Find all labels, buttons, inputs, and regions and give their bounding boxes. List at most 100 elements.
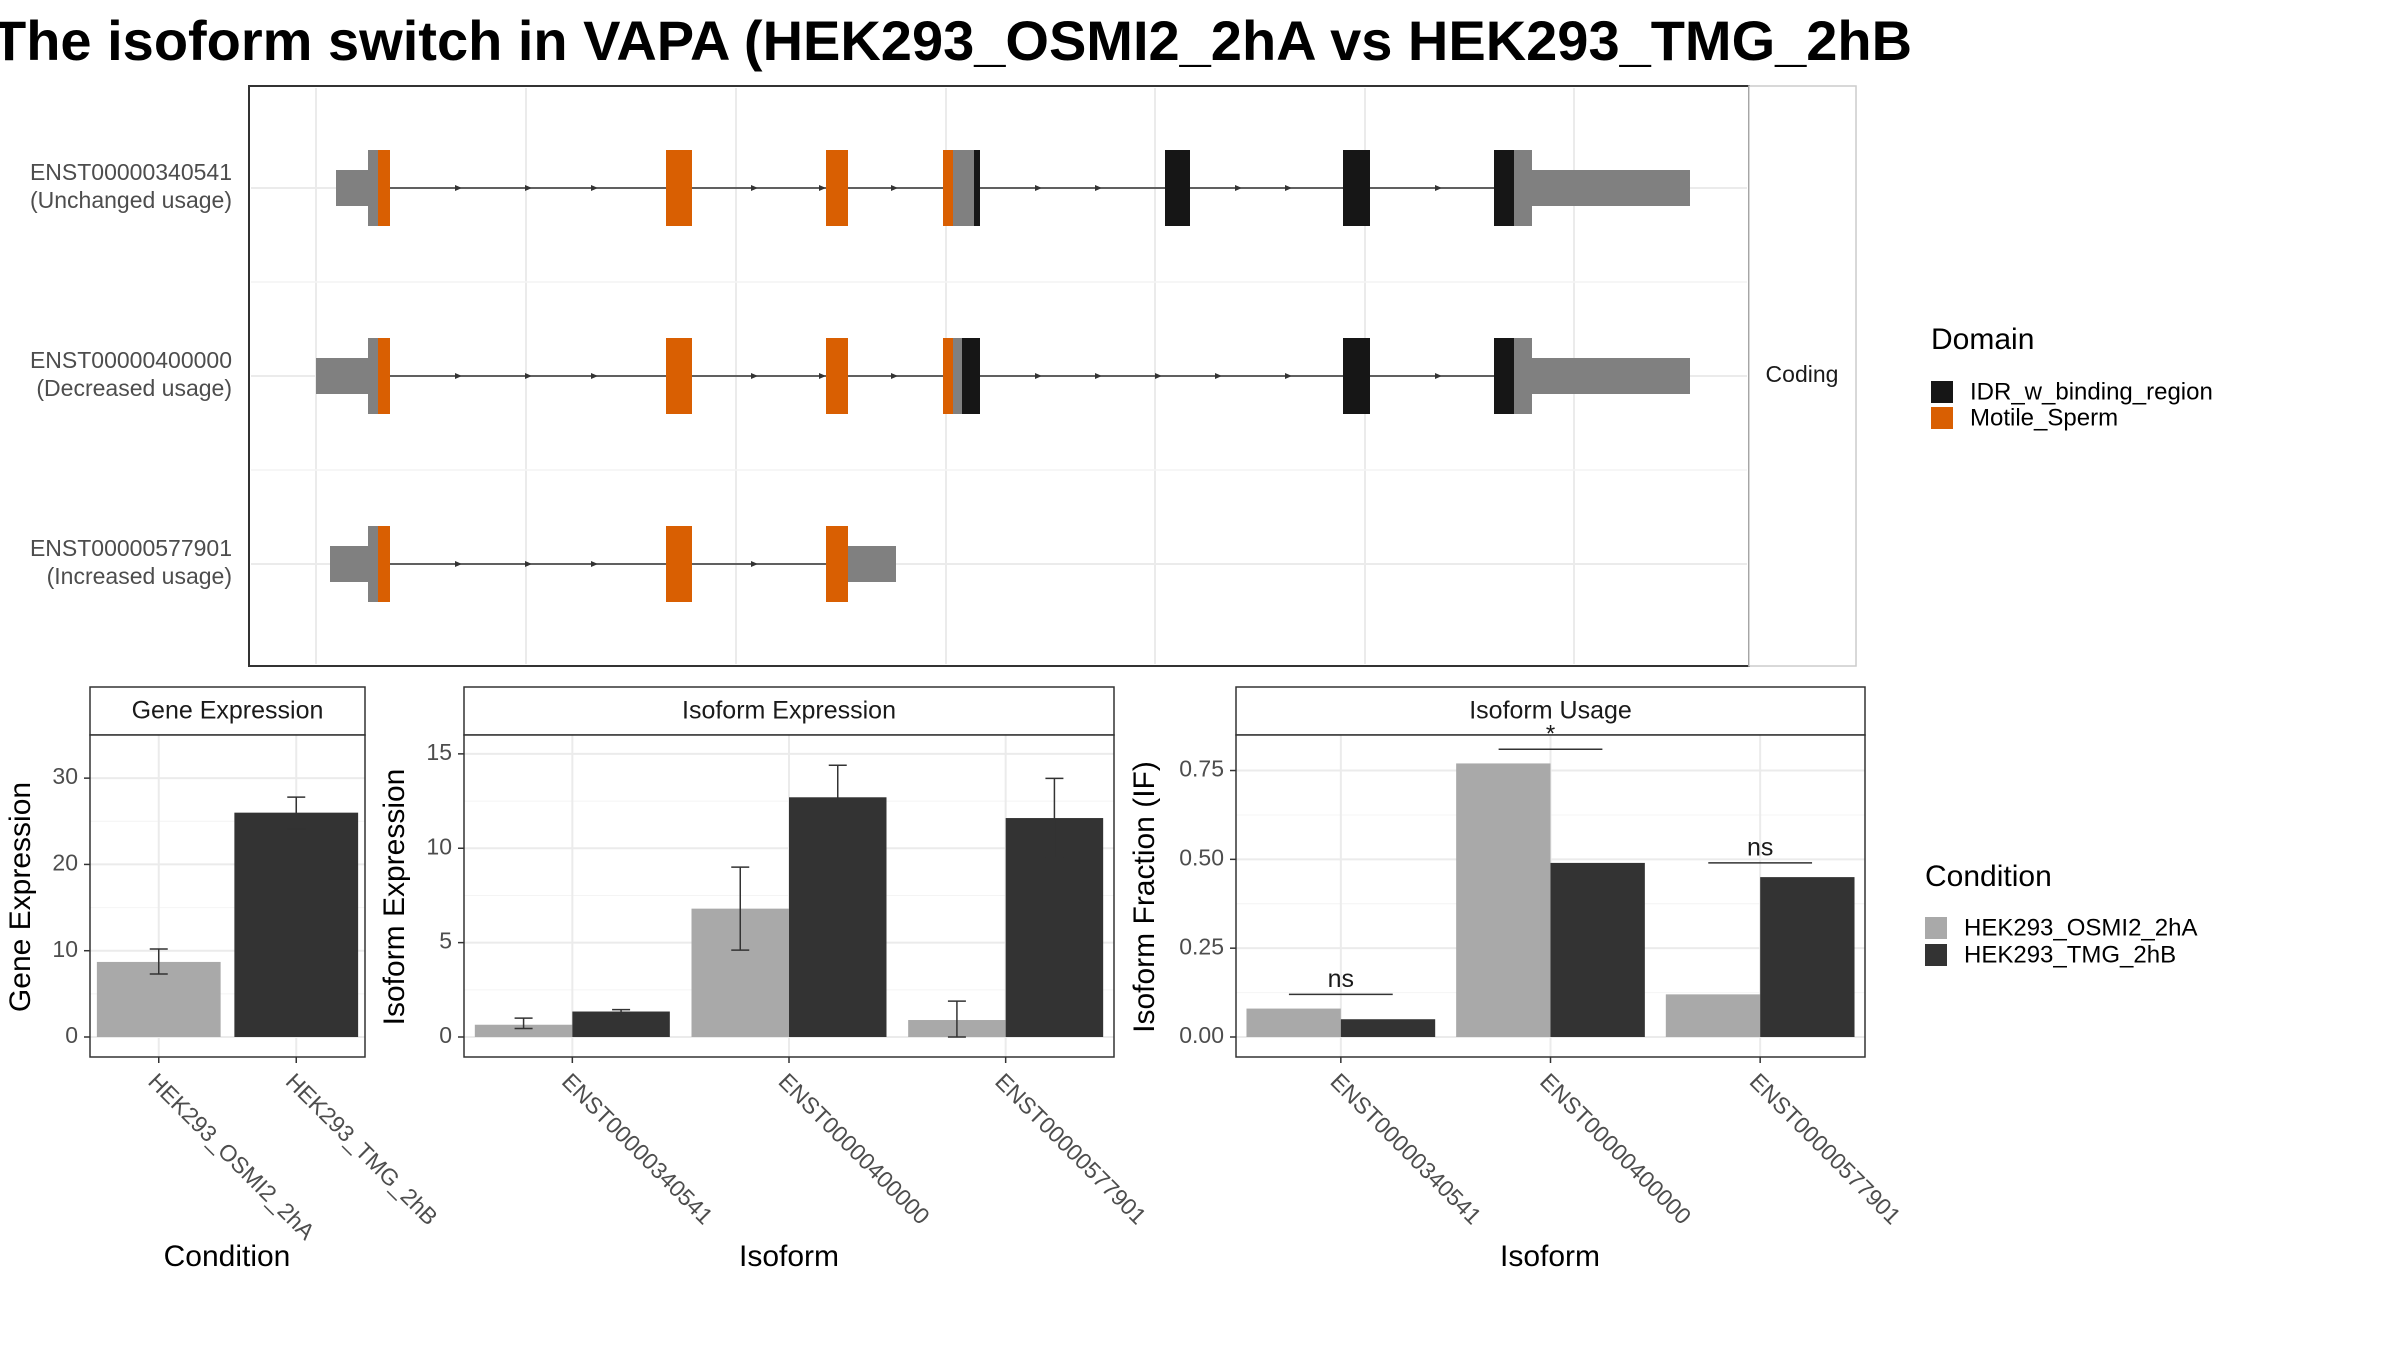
motile-sperm-domain-block <box>943 338 953 414</box>
motile-sperm-domain-block <box>826 526 848 602</box>
significance-label: ns <box>1747 834 1773 862</box>
facet-label: Coding <box>1766 361 1839 387</box>
x-tick-label: HEK293_TMG_2hB <box>281 1068 443 1230</box>
exon-block <box>1532 358 1690 394</box>
exon-block <box>316 358 368 394</box>
motile-sperm-domain-block <box>943 150 953 226</box>
y-tick-label: 0.75 <box>1179 756 1224 782</box>
motile-sperm-domain-block <box>666 338 692 414</box>
x-tick-label: ENST00000577901 <box>990 1068 1151 1229</box>
condition-legend-key-1 <box>1925 917 1947 939</box>
intron-arrow <box>1285 373 1292 379</box>
intron-arrow <box>525 185 532 191</box>
intron-arrow <box>819 373 826 379</box>
intron-arrow <box>525 373 532 379</box>
intron-arrow <box>751 373 758 379</box>
domain-legend-label-motile: Motile_Sperm <box>1970 404 2118 431</box>
exon-block <box>330 546 368 582</box>
exon-block <box>368 526 378 602</box>
intron-arrow <box>591 561 598 567</box>
y-tick-label: 0.50 <box>1179 844 1224 870</box>
intron-arrow <box>1435 185 1442 191</box>
isoform-label-1-usage: (Unchanged usage) <box>30 187 232 213</box>
exon-block <box>1532 170 1690 206</box>
intron-arrow <box>1095 373 1102 379</box>
domain-legend: Domain IDR_w_binding_region Motile_Sperm <box>1931 323 2213 431</box>
x-tick-label: ENST00000577901 <box>1745 1068 1906 1229</box>
x-tick-label: ENST00000400000 <box>774 1068 935 1229</box>
isoform-label-1-id: ENST00000340541 <box>30 159 232 185</box>
idr-domain-block <box>1494 150 1514 226</box>
condition-legend-label-1: HEK293_OSMI2_2hA <box>1964 914 2197 941</box>
intron-arrow <box>455 373 462 379</box>
exon-block <box>1514 150 1532 226</box>
chart-panel-2: Isoform Expression 0 5 10 15 ENST00000340541 E… <box>378 686 1152 1273</box>
y-axis-title: Isoform Expression <box>378 769 411 1026</box>
y-axis-title: Isoform Fraction (IF) <box>1128 761 1161 1033</box>
intron-arrow <box>819 185 826 191</box>
domain-legend-key-idr <box>1931 381 1953 403</box>
exon-block <box>953 150 974 226</box>
intron-arrow <box>1285 185 1292 191</box>
plot-border <box>89 734 366 1058</box>
significance-label: ns <box>1328 965 1354 993</box>
y-tick-label: 10 <box>426 833 452 859</box>
bar <box>1665 994 1761 1037</box>
bar <box>1246 1008 1341 1037</box>
intron-arrow <box>1215 373 1222 379</box>
domain-legend-title: Domain <box>1931 323 2034 356</box>
isoform-label-3-id: ENST00000577901 <box>30 535 232 561</box>
intron-arrow <box>1435 373 1442 379</box>
intron-arrow <box>525 561 532 567</box>
chart-panel-3: Isoform Usage 0.00 0.25 0.50 0.75 ns * ns ENST00… <box>1128 686 1906 1273</box>
y-tick-label: 0.25 <box>1179 933 1224 959</box>
x-axis-title: Isoform <box>739 1240 839 1273</box>
intron-arrow <box>591 373 598 379</box>
x-tick-label: ENST00000400000 <box>1535 1068 1696 1229</box>
intron-arrow <box>455 561 462 567</box>
bar <box>1550 862 1645 1037</box>
condition-legend-label-2: HEK293_TMG_2hB <box>1964 941 2176 968</box>
panel-strip-title: Isoform Usage <box>1469 697 1632 725</box>
bar <box>1340 1019 1436 1037</box>
panel-strip-title: Isoform Expression <box>682 697 896 725</box>
motile-sperm-domain-block <box>378 150 390 226</box>
motile-sperm-domain-block <box>826 338 848 414</box>
bar-charts: Gene Expression0102030HEK293_OSMI2_2hAHE… <box>4 686 1906 1273</box>
isoform-label-3-usage: (Increased usage) <box>47 563 232 589</box>
exon-block <box>336 170 368 206</box>
y-tick-label: 10 <box>52 936 78 962</box>
bar <box>234 812 359 1037</box>
bar <box>474 1024 573 1037</box>
motile-sperm-domain-block <box>378 526 390 602</box>
panel-strip-title: Gene Expression <box>132 697 324 725</box>
idr-domain-block <box>962 338 980 414</box>
y-tick-label: 5 <box>439 928 452 954</box>
panel-strip <box>463 686 1115 736</box>
motile-sperm-domain-block <box>666 150 692 226</box>
panel-strip <box>89 686 366 736</box>
idr-domain-block <box>1343 338 1370 414</box>
y-tick-label: 20 <box>52 850 78 876</box>
motile-sperm-domain-block <box>666 526 692 602</box>
motile-sperm-domain-block <box>826 150 848 226</box>
domain-legend-key-motile <box>1931 407 1953 429</box>
idr-domain-block <box>1343 150 1370 226</box>
exon-block <box>1514 338 1532 414</box>
x-tick-label: ENST00000340541 <box>1325 1068 1486 1229</box>
condition-legend-key-2 <box>1925 944 1947 966</box>
y-tick-label: 0 <box>439 1022 452 1048</box>
exon-block <box>848 546 896 582</box>
y-tick-label: 15 <box>426 739 452 765</box>
facet-strip <box>1748 85 1857 667</box>
idr-domain-block <box>974 150 980 226</box>
intron-arrow <box>891 185 898 191</box>
x-axis-title: Condition <box>164 1240 291 1273</box>
domain-legend-label-idr: IDR_w_binding_region <box>1970 378 2213 405</box>
bar <box>1760 877 1855 1037</box>
intron-arrow <box>1035 373 1042 379</box>
structure-panel: Coding ENST00000340541 (Unchanged usage)… <box>30 85 1857 667</box>
y-tick-label: 30 <box>52 763 78 789</box>
idr-domain-block <box>1165 150 1190 226</box>
